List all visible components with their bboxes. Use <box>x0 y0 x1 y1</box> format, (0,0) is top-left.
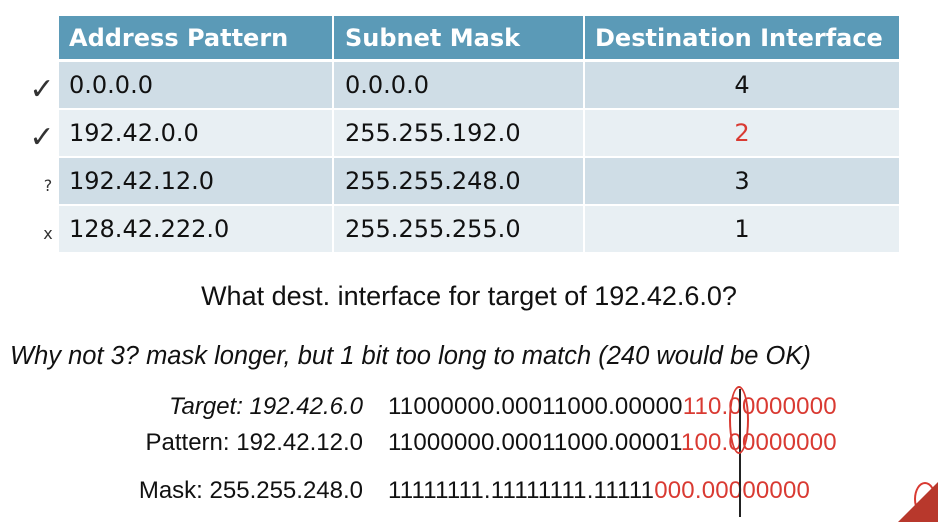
question-mark-icon: ? <box>43 176 53 195</box>
target-binary-line: Target: 192.42.6.0 11000000.00011000.000… <box>0 393 938 427</box>
address-pattern-cell: 192.42.0.0 <box>59 110 334 158</box>
subnet-mask-cell: 255.255.248.0 <box>334 158 585 206</box>
destination-interface-cell: 2 <box>585 110 899 158</box>
column-header-subnet-mask: Subnet Mask <box>334 16 585 62</box>
x-mark-icon: x <box>43 224 53 243</box>
address-pattern-cell: 0.0.0.0 <box>59 62 334 110</box>
mask-bits: 11111111.11111111.11111000.00000000 <box>388 477 810 505</box>
destination-interface-cell: 4 <box>585 62 899 110</box>
pattern-bits-prefix: 11000000.00011000.00001 <box>388 429 681 456</box>
address-pattern-cell: 192.42.12.0 <box>59 158 334 206</box>
mask-bits-prefix: 11111111.11111111.11111 <box>388 477 655 504</box>
check-icon: ✓ <box>29 120 55 155</box>
pattern-label: Pattern: 192.42.12.0 <box>145 429 364 456</box>
check-icon: ✓ <box>29 72 55 107</box>
table-row: 0.0.0.0 0.0.0.0 4 <box>59 62 899 110</box>
slide-corner-decoration <box>898 482 938 522</box>
subnet-mask-cell: 0.0.0.0 <box>334 62 585 110</box>
table-header-row: Address Pattern Subnet Mask Destination … <box>59 16 899 62</box>
column-header-destination-interface: Destination Interface <box>585 16 899 62</box>
subnet-mask-cell: 255.255.255.0 <box>334 206 585 254</box>
target-label: Target: 192.42.6.0 <box>169 393 363 420</box>
pattern-bits: 11000000.00011000.00001100.00000000 <box>388 429 837 457</box>
table-row: 192.42.0.0 255.255.192.0 2 <box>59 110 899 158</box>
destination-interface-cell: 1 <box>585 206 899 254</box>
target-bits-suffix: 110.00000000 <box>682 393 837 420</box>
destination-interface-cell: 3 <box>585 158 899 206</box>
column-header-address-pattern: Address Pattern <box>59 16 334 62</box>
mask-label: Mask: 255.255.248.0 <box>138 477 363 504</box>
mismatch-bit-highlight <box>729 386 749 454</box>
question-text: What dest. interface for target of 192.4… <box>201 281 737 311</box>
mask-bits-suffix: 000.00000000 <box>654 477 811 504</box>
explanation-text: Why not 3? mask longer, but 1 bit too lo… <box>10 342 811 370</box>
table-row: 128.42.222.0 255.255.255.0 1 <box>59 206 899 254</box>
target-bits-prefix: 11000000.00011000.00000 <box>388 393 683 420</box>
mask-binary-line: Mask: 255.255.248.0 11111111.11111111.11… <box>0 477 938 511</box>
pattern-bits-suffix: 100.00000000 <box>680 429 837 456</box>
target-bits: 11000000.00011000.00000110.00000000 <box>388 393 837 421</box>
address-pattern-cell: 128.42.222.0 <box>59 206 334 254</box>
subnet-mask-cell: 255.255.192.0 <box>334 110 585 158</box>
routing-table: Address Pattern Subnet Mask Destination … <box>59 16 899 254</box>
table-row: 192.42.12.0 255.255.248.0 3 <box>59 158 899 206</box>
pattern-binary-line: Pattern: 192.42.12.0 11000000.00011000.0… <box>0 429 938 463</box>
